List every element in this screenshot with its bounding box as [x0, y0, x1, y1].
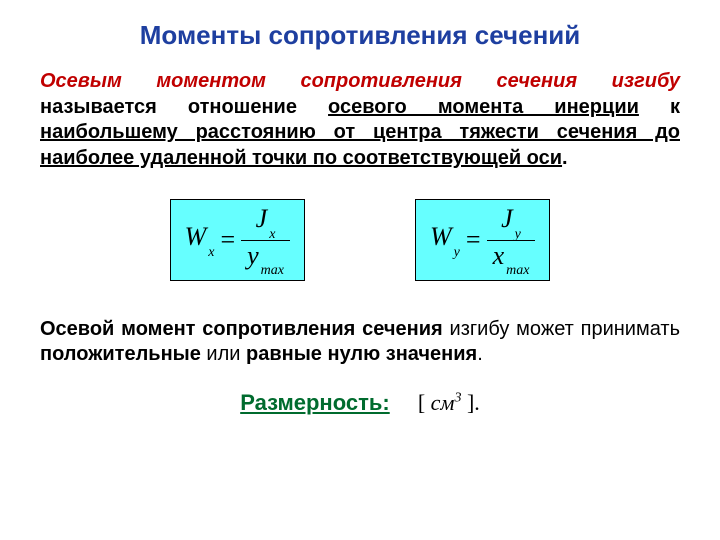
formula-row: Wx = Jx ymax Wy = Jy xma	[40, 199, 680, 280]
definition-lead: Осевым моментом сопротивления сечения из…	[40, 70, 680, 92]
note-plain-3: .	[477, 343, 483, 365]
note-bold-3: равные нулю значения	[246, 343, 477, 365]
note-paragraph: Осевой момент сопротивления сечения изги…	[40, 317, 680, 368]
formula-wy: Wy = Jy xmax	[415, 199, 550, 280]
formula-wx-fraction: Jx ymax	[241, 206, 290, 273]
equals-sign: =	[466, 227, 481, 253]
equals-sign: =	[220, 227, 235, 253]
dimension-unit: [ см3 ].	[418, 390, 480, 415]
formula-wx-lhs: Wx	[185, 224, 215, 255]
note-bold-2: положительные	[40, 343, 201, 365]
formula-wx: Wx = Jx ymax	[170, 199, 305, 280]
formula-wy-lhs: Wy	[430, 224, 460, 255]
definition-text-1: называется отношение	[40, 96, 328, 118]
note-plain-1: изгибу может принимать	[443, 318, 680, 340]
definition-text-3: .	[562, 147, 568, 169]
definition-text-2: к	[639, 96, 680, 118]
definition-underline-2: наибольшему расстоянию от центра тяжести…	[40, 121, 680, 169]
definition-underline-1: осевого момента инерции	[328, 96, 639, 118]
page-title: Моменты сопротивления сечений	[40, 20, 680, 51]
dimension-line: Размерность: [ см3 ].	[40, 390, 680, 416]
definition-paragraph: Осевым моментом сопротивления сечения из…	[40, 69, 680, 171]
formula-wy-fraction: Jy xmax	[487, 206, 536, 273]
dimension-label: Размерность:	[240, 390, 390, 415]
note-bold-1: Осевой момент сопротивления сечения	[40, 318, 443, 340]
note-plain-2: или	[201, 343, 246, 365]
